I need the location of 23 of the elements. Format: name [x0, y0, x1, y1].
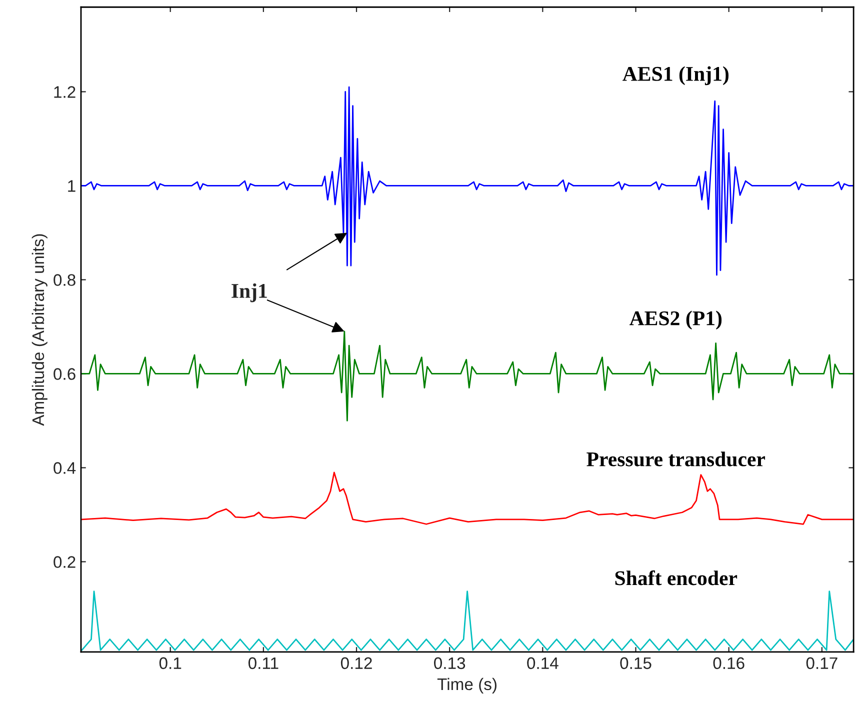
- y-axis-title: Amplitude (Arbitrary units): [32, 234, 48, 426]
- x-tick-label: 0.14: [527, 657, 558, 670]
- y-tick-label: 0.8: [54, 274, 76, 286]
- series-label: Pressure transducer: [586, 452, 766, 466]
- line-series: [81, 86, 854, 276]
- x-tick-label: 0.17: [806, 657, 838, 670]
- annotation: Inj1: [232, 283, 267, 302]
- x-axis-title: Time (s): [437, 678, 496, 694]
- y-tick-label: 0.4: [54, 462, 76, 474]
- y-tick-label: 1: [68, 180, 76, 192]
- series-label: AES1 (Inj1): [622, 66, 728, 86]
- line-series: [81, 472, 854, 525]
- x-tick-label: 0.11: [248, 657, 278, 670]
- x-tick-label: 0.13: [434, 657, 466, 670]
- x-tick-label: 0.12: [340, 657, 372, 670]
- text: Shaft encoder: [615, 570, 738, 586]
- y-tick-label: 0.2: [54, 556, 76, 568]
- x-tick-label: 0.16: [713, 657, 744, 670]
- y-tick-label: 0.6: [54, 368, 76, 380]
- x-tick-label: 0.15: [620, 657, 652, 670]
- x-tick-label: 0.1: [159, 657, 182, 670]
- series-label: AES2 (P1): [630, 310, 722, 330]
- y-tick-label: 1.2: [54, 86, 76, 98]
